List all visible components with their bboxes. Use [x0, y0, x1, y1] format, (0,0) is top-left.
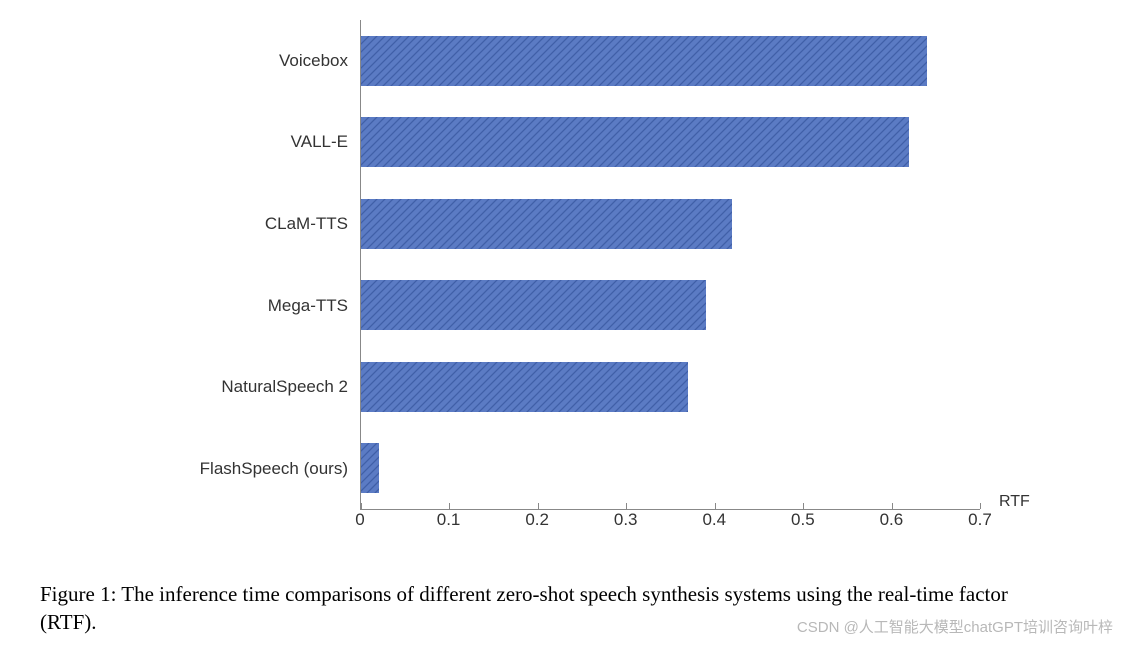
- y-axis-label: FlashSpeech (ours): [200, 459, 348, 479]
- plot-area: RTF: [360, 20, 980, 510]
- x-axis-label: RTF: [999, 493, 1030, 511]
- bar-fill: [361, 117, 909, 167]
- bar: [361, 36, 980, 86]
- chart-area: Voicebox VALL-E CLaM-TTS Mega-TTS NaturalSpe…: [60, 20, 980, 510]
- x-axis: 00.10.20.30.40.50.60.7: [360, 510, 980, 540]
- x-tick-mark: [538, 503, 539, 509]
- bars-container: [361, 20, 980, 509]
- bar-fill: [361, 362, 688, 412]
- chart: Voicebox VALL-E CLaM-TTS Mega-TTS NaturalSpe…: [60, 20, 980, 540]
- x-tick-label: 0: [355, 510, 364, 530]
- figure-container: Voicebox VALL-E CLaM-TTS Mega-TTS NaturalSpe…: [20, 20, 1123, 643]
- bar-fill: [361, 36, 927, 86]
- y-axis-labels: Voicebox VALL-E CLaM-TTS Mega-TTS NaturalSpe…: [60, 20, 360, 510]
- y-axis-label: CLaM-TTS: [265, 214, 348, 234]
- x-tick-label: 0.2: [525, 510, 549, 530]
- x-tick-mark: [361, 503, 362, 509]
- x-tick-label: 0.7: [968, 510, 992, 530]
- bar: [361, 443, 980, 493]
- x-tick-mark: [803, 503, 804, 509]
- x-tick-mark: [715, 503, 716, 509]
- bar-fill: [361, 199, 732, 249]
- watermark-text: CSDN @人工智能大模型chatGPT培训咨询叶梓: [797, 616, 1113, 637]
- y-axis-label: VALL-E: [291, 132, 348, 152]
- bar-fill: [361, 443, 379, 493]
- x-tick-label: 0.3: [614, 510, 638, 530]
- y-axis-label: Voicebox: [279, 51, 348, 71]
- x-tick-label: 0.6: [880, 510, 904, 530]
- bar: [361, 199, 980, 249]
- bar-fill: [361, 280, 706, 330]
- y-axis-label: Mega-TTS: [268, 296, 348, 316]
- x-tick-label: 0.5: [791, 510, 815, 530]
- x-tick-mark: [892, 503, 893, 509]
- bar: [361, 117, 980, 167]
- y-axis-label: NaturalSpeech 2: [221, 377, 348, 397]
- x-tick-mark: [449, 503, 450, 509]
- x-tick-mark: [980, 503, 981, 509]
- x-tick-mark: [626, 503, 627, 509]
- x-tick-label: 0.4: [702, 510, 726, 530]
- bar: [361, 362, 980, 412]
- bar: [361, 280, 980, 330]
- x-tick-label: 0.1: [437, 510, 461, 530]
